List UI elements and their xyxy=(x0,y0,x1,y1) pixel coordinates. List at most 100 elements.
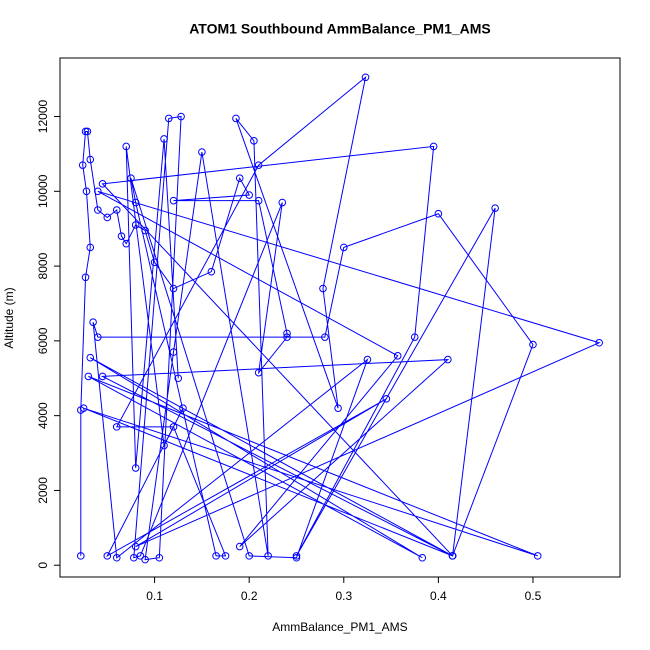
data-point xyxy=(264,552,272,560)
data-point xyxy=(235,542,244,551)
data-point xyxy=(94,206,102,214)
y-tick-label: 0 xyxy=(36,562,50,569)
data-point xyxy=(77,552,85,560)
data-point xyxy=(160,135,168,143)
data-point xyxy=(131,464,140,472)
data-point xyxy=(164,114,173,123)
data-point xyxy=(78,161,87,169)
x-tick-label: 0.3 xyxy=(335,589,352,603)
x-tick-label: 0.5 xyxy=(525,589,542,603)
data-point xyxy=(283,329,291,338)
data-point xyxy=(127,174,135,183)
data-point xyxy=(321,333,329,341)
data-point xyxy=(254,196,263,205)
data-point xyxy=(339,243,348,252)
data-point xyxy=(141,555,149,564)
data-point xyxy=(382,395,391,403)
data-point xyxy=(283,333,291,341)
x-tick-label: 0.2 xyxy=(241,589,258,603)
data-point xyxy=(207,267,216,276)
y-tick-label: 8000 xyxy=(36,252,50,279)
data-line xyxy=(80,75,601,561)
data-point xyxy=(363,355,372,364)
data-point xyxy=(112,423,121,431)
y-tick-label: 10000 xyxy=(36,174,50,208)
chart-title: ATOM1 Southbound AmmBalance_PM1_AMS xyxy=(189,21,491,37)
data-point xyxy=(136,552,145,560)
data-point xyxy=(254,368,263,377)
data-point xyxy=(444,355,452,364)
data-point xyxy=(98,372,107,381)
data-point xyxy=(122,142,131,151)
data-point xyxy=(429,142,438,151)
data-point xyxy=(117,232,126,240)
x-axis-label: AmmBalance_PM1_AMS xyxy=(272,620,407,634)
y-tick-label: 12000 xyxy=(36,100,50,134)
data-point xyxy=(292,552,301,560)
data-point xyxy=(212,552,220,560)
data-point xyxy=(131,221,140,229)
data-point xyxy=(169,348,178,356)
data-point xyxy=(131,198,140,207)
data-point xyxy=(235,174,244,183)
data-point xyxy=(491,204,499,212)
data-point xyxy=(533,552,542,560)
data-point xyxy=(98,180,107,188)
data-point xyxy=(94,333,102,341)
data-point xyxy=(174,374,183,383)
data-point xyxy=(79,404,88,412)
data-point xyxy=(198,148,206,156)
data-point xyxy=(169,423,178,431)
data-point xyxy=(361,73,370,82)
data-point xyxy=(86,155,95,164)
data-point xyxy=(112,206,121,214)
data-point xyxy=(122,239,131,248)
data-point xyxy=(160,441,168,450)
y-tick-label: 6000 xyxy=(36,327,50,354)
data-point xyxy=(129,553,138,562)
data-point xyxy=(529,340,537,349)
data-point xyxy=(169,284,178,293)
data-point xyxy=(83,127,92,136)
data-point xyxy=(334,404,342,412)
x-tick-label: 0.1 xyxy=(146,589,163,603)
plot-frame xyxy=(59,57,621,578)
data-point xyxy=(245,191,253,199)
data-point xyxy=(141,226,149,235)
data-point xyxy=(319,284,327,293)
data-point xyxy=(150,258,159,267)
data-point xyxy=(81,127,90,136)
data-point xyxy=(89,318,97,326)
x-tick-label: 0.4 xyxy=(430,589,447,603)
data-point xyxy=(179,404,187,412)
data-point xyxy=(103,213,112,222)
y-axis-label: Altitude (m) xyxy=(2,287,16,348)
data-point xyxy=(232,114,240,123)
data-point xyxy=(155,553,164,562)
data-point xyxy=(254,161,263,169)
y-tick-label: 2000 xyxy=(36,477,50,504)
data-point xyxy=(131,542,140,551)
data-point xyxy=(103,552,112,560)
data-point xyxy=(250,137,258,145)
data-point xyxy=(418,553,427,562)
data-point xyxy=(81,273,90,282)
data-point xyxy=(86,353,95,362)
data-point xyxy=(82,187,91,196)
data-point xyxy=(434,209,443,218)
data-point xyxy=(595,338,603,347)
data-point xyxy=(410,333,419,341)
data-point xyxy=(112,553,121,562)
data-point xyxy=(393,352,402,360)
data-point xyxy=(177,112,185,121)
data-point xyxy=(84,372,93,381)
y-tick-label: 4000 xyxy=(36,402,50,429)
data-point xyxy=(448,552,457,560)
data-point xyxy=(278,198,287,207)
data-point xyxy=(86,243,95,252)
data-point xyxy=(169,196,178,205)
data-point xyxy=(94,187,102,196)
data-point xyxy=(245,552,253,560)
data-point xyxy=(221,552,230,560)
